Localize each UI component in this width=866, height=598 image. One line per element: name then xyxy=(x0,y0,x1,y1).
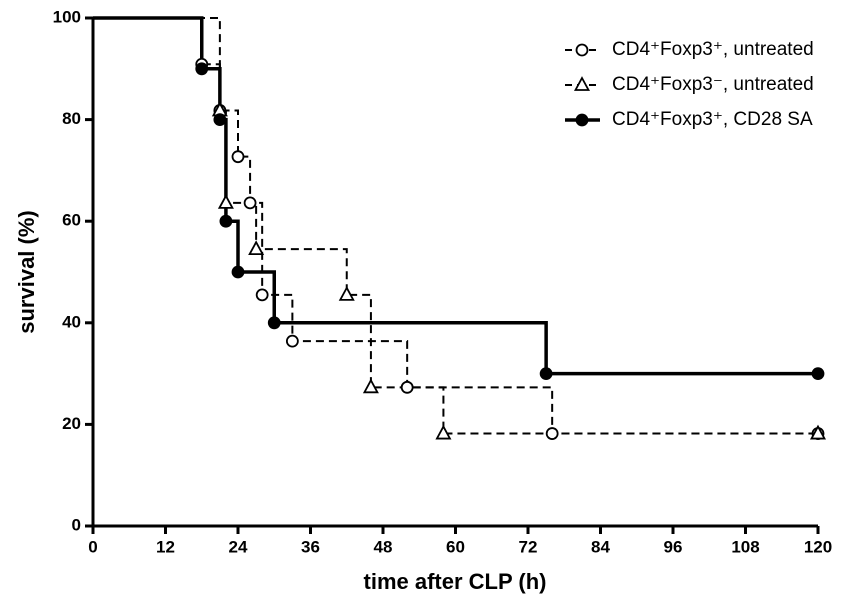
x-tick-label: 84 xyxy=(591,537,610,556)
y-tick-label: 60 xyxy=(62,211,81,230)
legend-marker xyxy=(573,76,591,91)
marker xyxy=(231,265,245,279)
marker xyxy=(219,214,233,228)
marker xyxy=(267,316,281,330)
x-tick-label: 108 xyxy=(731,537,759,556)
marker xyxy=(285,334,299,348)
x-tick-label: 72 xyxy=(519,537,538,556)
marker xyxy=(338,285,355,301)
marker xyxy=(400,380,414,394)
marker xyxy=(243,196,257,210)
marker xyxy=(435,424,452,440)
legend-marker xyxy=(575,43,589,57)
x-tick-label: 12 xyxy=(156,537,175,556)
x-tick-label: 24 xyxy=(229,537,248,556)
marker xyxy=(231,150,245,164)
marker xyxy=(255,288,269,302)
marker xyxy=(217,194,234,209)
step-line xyxy=(93,17,818,435)
marker xyxy=(213,113,227,126)
x-tick-label: 36 xyxy=(301,537,320,556)
x-tick-label: 0 xyxy=(88,537,97,556)
y-tick-label: 100 xyxy=(53,7,81,26)
marker xyxy=(362,378,379,394)
x-axis-title: time after CLP (h) xyxy=(364,569,547,594)
y-tick-label: 40 xyxy=(62,312,81,331)
marker xyxy=(809,424,827,440)
y-tick-label: 0 xyxy=(72,515,81,534)
legend-label: CD4⁺Foxp3⁻, untreated xyxy=(612,74,814,95)
y-tick-label: 20 xyxy=(62,414,81,433)
marker xyxy=(195,62,209,76)
y-axis-title: survival (%) xyxy=(14,210,39,334)
marker xyxy=(248,240,265,256)
x-tick-label: 60 xyxy=(446,537,465,556)
marker xyxy=(545,427,559,440)
legend-marker xyxy=(575,113,589,127)
x-tick-label: 48 xyxy=(374,537,393,556)
y-tick-label: 80 xyxy=(62,109,81,128)
x-tick-label: 120 xyxy=(804,537,832,556)
marker xyxy=(811,367,825,381)
legend-label: CD4⁺Foxp3⁺, untreated xyxy=(612,39,814,60)
marker xyxy=(539,367,553,381)
legend-label: CD4⁺Foxp3⁺, CD28 SA xyxy=(612,109,813,130)
x-tick-label: 96 xyxy=(664,537,683,556)
